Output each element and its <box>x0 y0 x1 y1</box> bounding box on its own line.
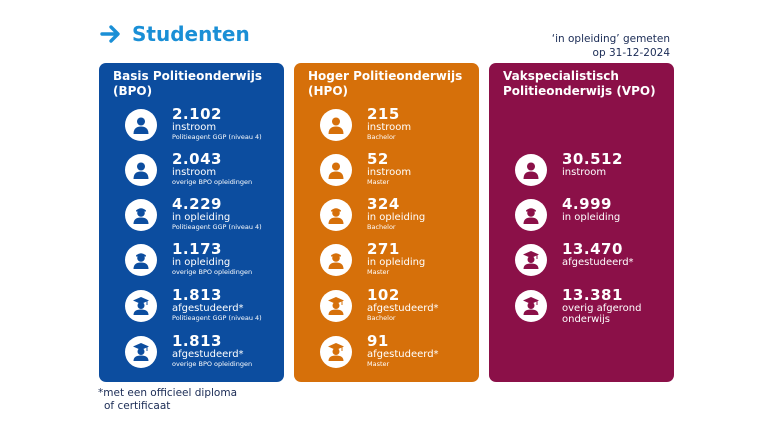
stat-sublabel: Master <box>367 178 390 186</box>
stat-item: 52 instroom Master <box>320 151 411 187</box>
stat-value: 215 <box>367 105 400 123</box>
stat-label: instroom <box>367 122 412 133</box>
stat-label: instroom <box>562 167 607 178</box>
stat-value: 13.470 <box>562 240 623 258</box>
stat-label: in opleiding <box>172 257 231 268</box>
footnote-line2: of certificaat <box>104 400 171 412</box>
graduate-icon <box>515 244 547 276</box>
measurement-note-line1: ‘in opleiding’ gemeten <box>551 33 670 45</box>
stat-sublabel: overige BPO opleidingen <box>172 360 253 368</box>
stat-value: 30.512 <box>562 150 623 168</box>
stat-value: 91 <box>367 332 389 350</box>
panel-vpo: Vakspecialistisch Politieonderwijs (VPO)… <box>489 63 674 382</box>
stat-item: 1.813 afgestudeerd* overige BPO opleidinge… <box>125 333 252 369</box>
graduate-icon <box>125 290 157 322</box>
stat-item: 1.173 in opleiding overige BPO opleidingen <box>125 241 252 277</box>
stat-label: afgestudeerd* <box>367 303 439 314</box>
stat-value: 4.229 <box>172 195 222 213</box>
stat-label: in opleiding <box>367 257 426 268</box>
stat-sublabel: Politieagent GGP (niveau 4) <box>172 133 262 141</box>
stat-value: 1.813 <box>172 286 222 304</box>
stat-value: 52 <box>367 150 389 168</box>
arrow-right-icon <box>100 25 120 43</box>
stat-label: afgestudeerd* <box>367 349 439 360</box>
stat-label: instroom <box>172 167 217 178</box>
panel-vpo-title: Vakspecialistisch Politieonderwijs (VPO) <box>503 69 656 98</box>
graduate-icon <box>320 336 352 368</box>
page-title: Studenten <box>132 22 250 46</box>
stat-sublabel: Master <box>367 360 390 368</box>
stat-sublabel: overige BPO opleidingen <box>172 268 253 276</box>
stat-item: 13.381 overig afgerond onderwijs <box>515 287 642 325</box>
measurement-note: ‘in opleiding’ gemeten op 31-12-2024 <box>552 32 670 60</box>
stat-sublabel: Bachelor <box>367 133 396 141</box>
student-cap-icon <box>125 199 157 231</box>
stat-value: 1.813 <box>172 332 222 350</box>
stat-item: 102 afgestudeerd* Bachelor <box>320 287 439 323</box>
student-icon <box>125 109 157 141</box>
stat-label: instroom <box>172 122 217 133</box>
panel-bpo-title: Basis Politieonderwijs (BPO) <box>113 69 262 98</box>
panel-bpo: Basis Politieonderwijs (BPO) 2.102 instro… <box>99 63 284 382</box>
stat-label: in opleiding <box>562 212 621 223</box>
stat-value: 102 <box>367 286 400 304</box>
stat-sublabel: Master <box>367 268 390 276</box>
student-icon <box>515 154 547 186</box>
stat-item: 215 instroom Bachelor <box>320 106 411 142</box>
stat-item: 271 in opleiding Master <box>320 241 425 277</box>
stat-value: 1.173 <box>172 240 222 258</box>
panel-hpo-title: Hoger Politieonderwijs (HPO) <box>308 69 463 98</box>
stat-value: 271 <box>367 240 400 258</box>
stat-item: 30.512 instroom <box>515 151 623 186</box>
stat-label: afgestudeerd* <box>562 257 634 268</box>
stat-label: overig afgerond onderwijs <box>562 303 642 325</box>
stat-value: 2.043 <box>172 150 222 168</box>
stat-item: 324 in opleiding Bachelor <box>320 196 425 232</box>
student-cap-icon <box>515 199 547 231</box>
stat-item: 1.813 afgestudeerd* Politieagent GGP (nive… <box>125 287 262 323</box>
stat-item: 4.229 in opleiding Politieagent GGP (nivea… <box>125 196 262 232</box>
footnote-line1: *met een officieel diploma <box>98 387 237 399</box>
stat-sublabel: Bachelor <box>367 314 396 322</box>
measurement-note-line2: op 31-12-2024 <box>592 47 670 59</box>
stat-item: 2.043 instroom overige BPO opleidingen <box>125 151 252 187</box>
student-icon <box>125 154 157 186</box>
graduate-icon <box>320 290 352 322</box>
stat-label: afgestudeerd* <box>172 349 244 360</box>
stat-value: 4.999 <box>562 195 612 213</box>
stat-sublabel: overige BPO opleidingen <box>172 178 253 186</box>
stat-value: 13.381 <box>562 286 623 304</box>
stat-label: in opleiding <box>172 212 231 223</box>
stat-label: afgestudeerd* <box>172 303 244 314</box>
student-icon <box>320 154 352 186</box>
student-cap-icon <box>320 199 352 231</box>
panel-hpo: Hoger Politieonderwijs (HPO) 215 instroom… <box>294 63 479 382</box>
stat-value: 324 <box>367 195 400 213</box>
graduate-icon <box>125 336 157 368</box>
stat-item: 4.999 in opleiding <box>515 196 620 231</box>
stat-sublabel: Bachelor <box>367 223 396 231</box>
stat-sublabel: Politieagent GGP (niveau 4) <box>172 223 262 231</box>
stat-value: 2.102 <box>172 105 222 123</box>
stat-label: in opleiding <box>367 212 426 223</box>
stat-sublabel: Politieagent GGP (niveau 4) <box>172 314 262 322</box>
student-cap-icon <box>320 244 352 276</box>
stat-item: 91 afgestudeerd* Master <box>320 333 439 369</box>
stat-item: 13.470 afgestudeerd* <box>515 241 634 276</box>
student-cap-icon <box>125 244 157 276</box>
graduate-icon <box>515 290 547 322</box>
page-header: Studenten <box>100 22 250 46</box>
stat-item: 2.102 instroom Politieagent GGP (niveau 4) <box>125 106 262 142</box>
student-icon <box>320 109 352 141</box>
footnote: *met een officieel diploma of certificaa… <box>98 387 237 413</box>
stat-label: instroom <box>367 167 412 178</box>
